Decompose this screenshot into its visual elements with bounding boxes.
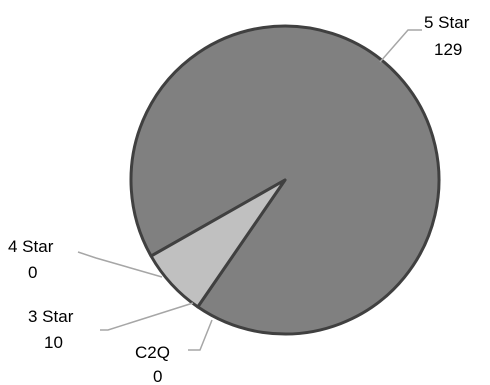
leader-lines [77, 29, 422, 351]
slice-value-5-star: 129 [434, 40, 462, 59]
pie-slice-3-star [149, 178, 287, 309]
slice-value-c2q: 0 [153, 367, 162, 385]
leader-line-5-star [379, 29, 422, 63]
slice-label-5-star: 5 Star [424, 13, 470, 32]
slice-category-5-star: 5 Star [424, 13, 470, 32]
slice-label-c2q: C2Q [135, 343, 170, 362]
slice-label-4-star: 4 Star [8, 237, 54, 256]
leader-line-c2q [188, 319, 213, 351]
pie-slices [129, 24, 441, 336]
leader-line-4-star [77, 251, 163, 278]
slice-value-3-star: 10 [44, 333, 63, 352]
leader-line-3-star [100, 302, 194, 331]
slice-value-4-star: 0 [28, 263, 37, 282]
slice-label-3-star: 3 Star [28, 307, 74, 326]
